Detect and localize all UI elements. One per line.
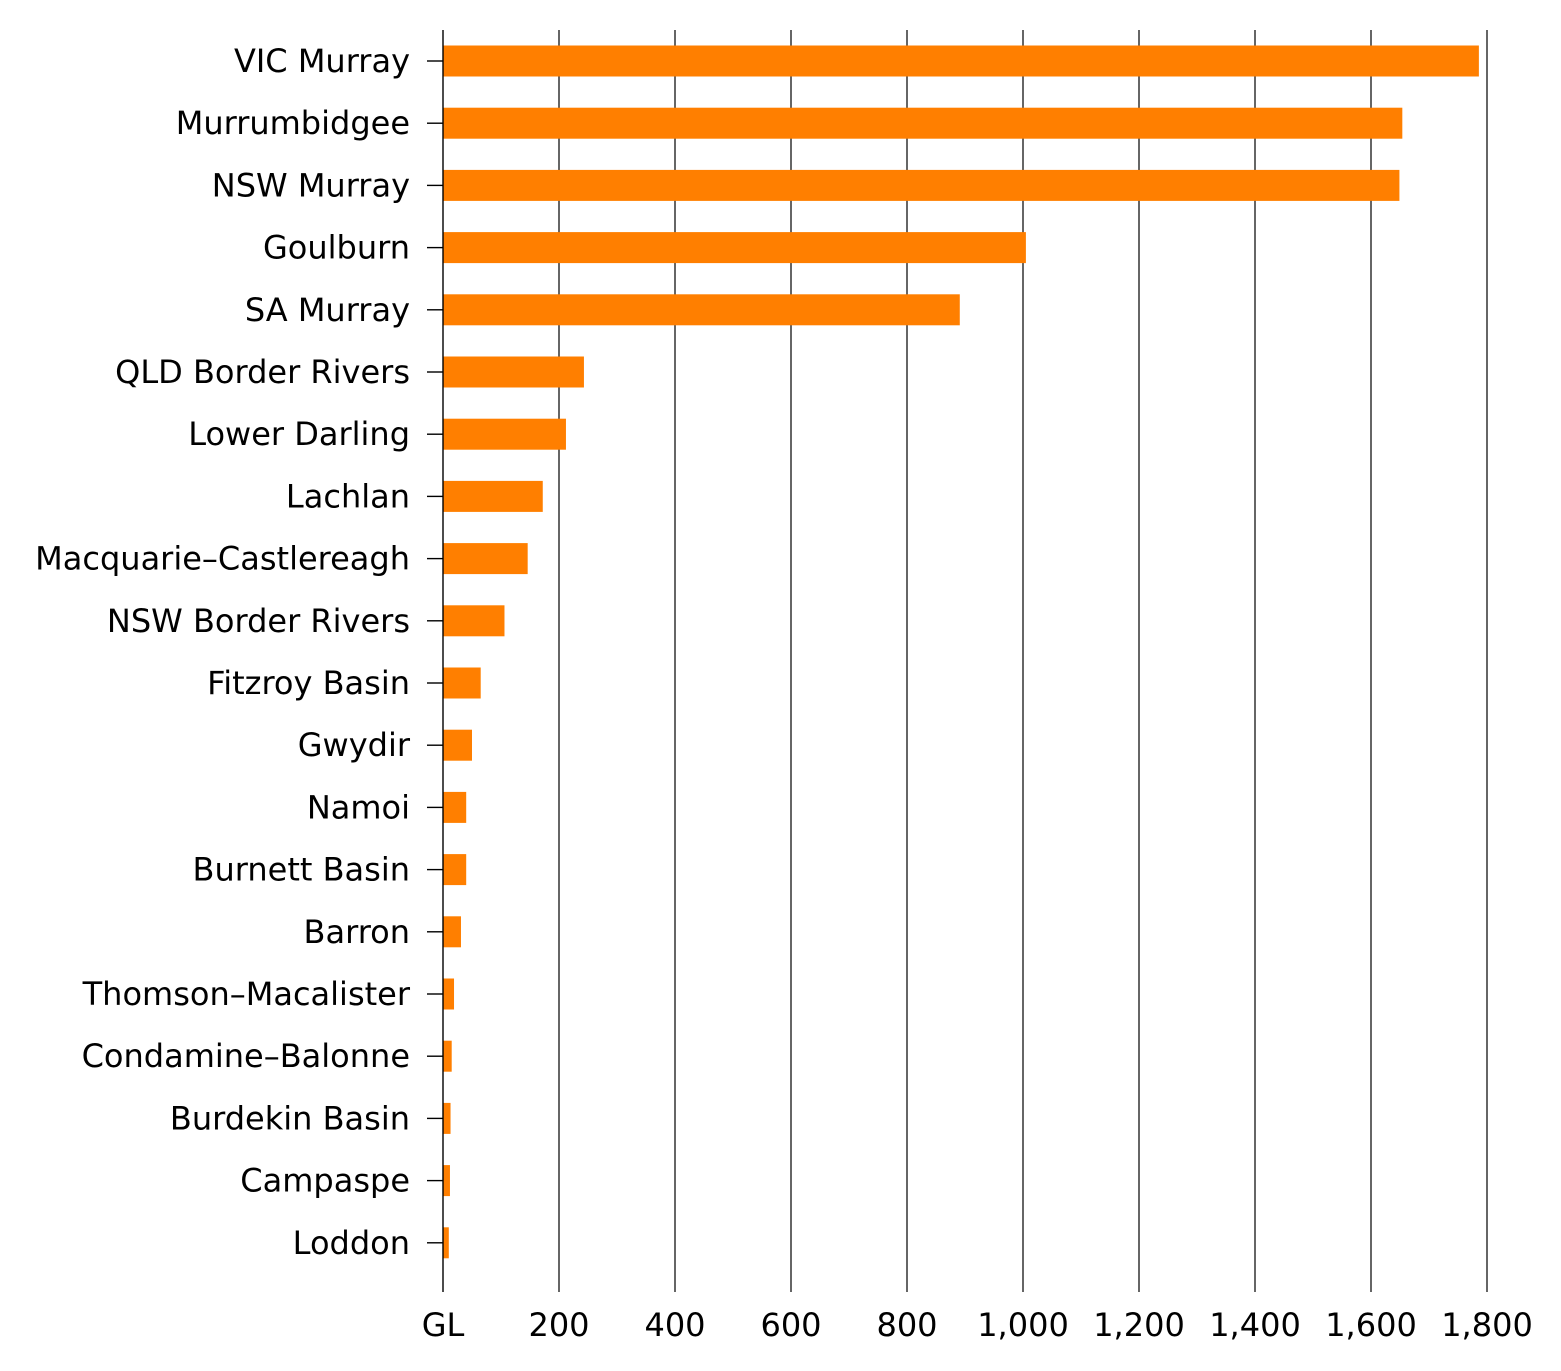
category-labels: VIC Murray Murrumbidgee NSW Murray Goulburn… <box>35 42 411 1262</box>
category-label: NSW Border Rivers <box>107 602 410 640</box>
bar-gwydir <box>443 729 472 761</box>
bar-vic-murray <box>443 45 1479 77</box>
x-tick-label-1000: 1,000 <box>977 1306 1069 1344</box>
category-label: Loddon <box>293 1224 410 1262</box>
bar-thomson-macalister <box>443 978 455 1010</box>
category-label: Thomson–Macalister <box>82 975 411 1013</box>
x-tick-label-1400: 1,400 <box>1209 1306 1301 1344</box>
category-label: Burdekin Basin <box>170 1099 410 1137</box>
bar-sa-murray <box>443 294 960 326</box>
bar-lachlan <box>443 480 543 512</box>
category-label: Campaspe <box>240 1162 410 1200</box>
bar-nsw-murray <box>443 169 1400 201</box>
category-label: Barron <box>304 913 410 951</box>
category-label: SA Murray <box>245 291 410 329</box>
x-tick-label-1600: 1,600 <box>1325 1306 1417 1344</box>
category-label: Lachlan <box>286 477 410 515</box>
bar-namoi <box>443 791 467 823</box>
bar-barron <box>443 916 461 948</box>
category-label: Fitzroy Basin <box>207 664 410 702</box>
category-label: Gwydir <box>298 726 411 764</box>
bar-campaspe <box>443 1165 450 1197</box>
bar-burdekin-basin <box>443 1102 451 1134</box>
category-label: Murrumbidgee <box>176 104 410 142</box>
x-tick-label-800: 800 <box>876 1306 937 1344</box>
category-label: NSW Murray <box>212 166 410 204</box>
bar-nsw-border-rivers <box>443 605 505 637</box>
bar-fitzroy-basin <box>443 667 481 699</box>
bar-macquarie-castlereagh <box>443 543 528 575</box>
category-label: Namoi <box>307 788 410 826</box>
bar-condamine-balonne <box>443 1040 452 1072</box>
x-tick-labels: 200 400 600 800 1,000 1,200 1,400 1,600 1,800 GL <box>422 1306 1533 1344</box>
x-tick-label-600: 600 <box>760 1306 821 1344</box>
x-tick-label-200: 200 <box>528 1306 589 1344</box>
x-tick-label-1200: 1,200 <box>1093 1306 1185 1344</box>
category-label: Goulburn <box>263 229 410 267</box>
bar-loddon <box>443 1227 449 1259</box>
bars <box>443 45 1479 1259</box>
x-tick-label-400: 400 <box>644 1306 705 1344</box>
x-tick-label-1800: 1,800 <box>1441 1306 1533 1344</box>
y-axis <box>427 30 444 1292</box>
x-axis-unit-label: GL <box>422 1306 465 1344</box>
category-label: QLD Border Rivers <box>115 353 410 391</box>
bar-murrumbidgee <box>443 107 1403 139</box>
bar-lower-darling <box>443 418 566 450</box>
grid-lines <box>558 30 1488 1292</box>
category-label: VIC Murray <box>234 42 410 80</box>
category-label: Macquarie–Castlereagh <box>35 540 410 578</box>
bar-burnett-basin <box>443 854 467 886</box>
bar-goulburn <box>443 232 1026 264</box>
bar-qld-border-rivers <box>443 356 584 388</box>
category-label: Condamine–Balonne <box>82 1037 410 1075</box>
category-label: Lower Darling <box>188 415 410 453</box>
category-label: Burnett Basin <box>193 851 410 889</box>
